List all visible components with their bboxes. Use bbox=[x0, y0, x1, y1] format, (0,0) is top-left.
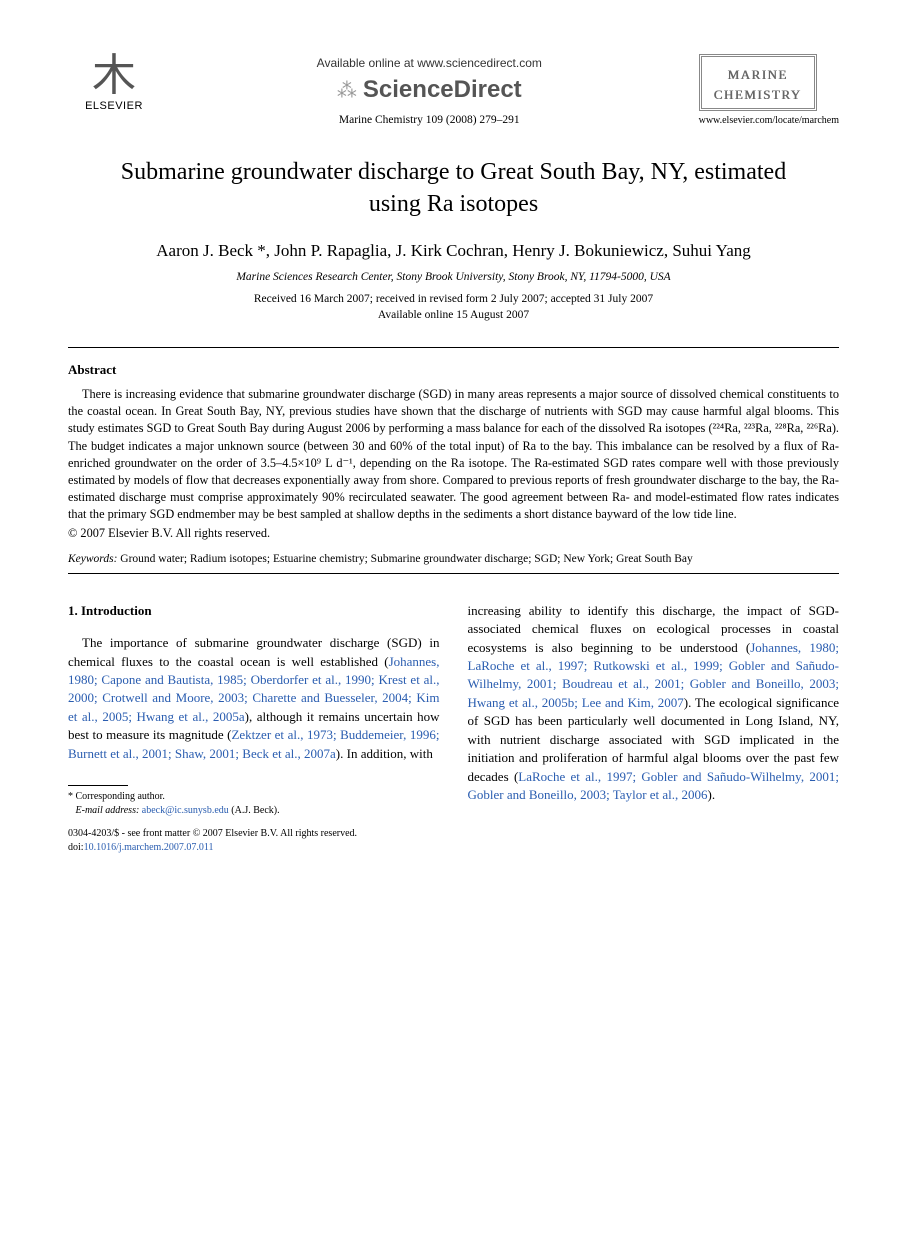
section-1-heading: 1. Introduction bbox=[68, 602, 440, 620]
article-dates: Received 16 March 2007; received in revi… bbox=[68, 291, 839, 323]
divider-top bbox=[68, 347, 839, 348]
abstract-body: There is increasing evidence that submar… bbox=[68, 386, 839, 524]
intro-para-right: increasing ability to identify this disc… bbox=[468, 602, 840, 805]
column-left: 1. Introduction The importance of submar… bbox=[68, 602, 440, 818]
email-line: E-mail address: abeck@ic.sunysb.edu (A.J… bbox=[68, 804, 440, 818]
journal-name-1: MARINE bbox=[706, 65, 810, 85]
intro-text-1: The importance of submarine groundwater … bbox=[68, 635, 440, 668]
email-attrib: (A.J. Beck). bbox=[229, 805, 280, 816]
citation-line: Marine Chemistry 109 (2008) 279–291 bbox=[160, 114, 699, 126]
doi-line: doi:10.1016/j.marchem.2007.07.011 bbox=[68, 841, 839, 855]
corresponding-author: * Corresponding author. bbox=[68, 790, 440, 804]
sciencedirect-wordmark: ScienceDirect bbox=[363, 76, 522, 104]
available-online-text: Available online at www.sciencedirect.co… bbox=[160, 56, 699, 70]
center-header: Available online at www.sciencedirect.co… bbox=[160, 54, 699, 126]
journal-url: www.elsevier.com/locate/marchem bbox=[699, 115, 839, 126]
front-matter-text: 0304-4203/$ - see front matter © 2007 El… bbox=[68, 827, 839, 841]
intro-text-3: ). In addition, with bbox=[336, 746, 433, 761]
article-title: Submarine groundwater discharge to Great… bbox=[108, 156, 799, 221]
keywords-label: Keywords: bbox=[68, 553, 117, 565]
elsevier-logo-block: ⽊ ELSEVIER bbox=[68, 54, 160, 112]
body-columns: 1. Introduction The importance of submar… bbox=[68, 602, 839, 818]
column-right: increasing ability to identify this disc… bbox=[468, 602, 840, 818]
email-label: E-mail address: bbox=[76, 805, 140, 816]
divider-bottom bbox=[68, 573, 839, 574]
dates-received: Received 16 March 2007; received in revi… bbox=[68, 291, 839, 307]
front-matter-line: 0304-4203/$ - see front matter © 2007 El… bbox=[68, 827, 839, 854]
affiliation: Marine Sciences Research Center, Stony B… bbox=[68, 271, 839, 283]
intro-para-left: The importance of submarine groundwater … bbox=[68, 634, 440, 763]
journal-header: ⽊ ELSEVIER Available online at www.scien… bbox=[68, 54, 839, 126]
refs-link-4[interactable]: LaRoche et al., 1997; Gobler and Sañudo-… bbox=[468, 769, 840, 802]
footnote-rule bbox=[68, 785, 128, 786]
author-list: Aaron J. Beck *, John P. Rapaglia, J. Ki… bbox=[68, 241, 839, 261]
elsevier-tree-icon: ⽊ bbox=[68, 54, 160, 98]
intro-text-r3: ). bbox=[708, 787, 716, 802]
doi-label: doi: bbox=[68, 842, 84, 853]
author-email[interactable]: abeck@ic.sunysb.edu bbox=[142, 805, 229, 816]
journal-cover-block: MARINE CHEMISTRY www.elsevier.com/locate… bbox=[699, 54, 839, 126]
journal-cover: MARINE CHEMISTRY bbox=[699, 54, 817, 111]
doi-link[interactable]: 10.1016/j.marchem.2007.07.011 bbox=[84, 842, 214, 853]
sciencedirect-icon: ⁂ bbox=[337, 78, 357, 103]
abstract-copyright: © 2007 Elsevier B.V. All rights reserved… bbox=[68, 526, 839, 541]
authors-text: Aaron J. Beck *, John P. Rapaglia, J. Ki… bbox=[156, 241, 750, 260]
sciencedirect-brand: ⁂ ScienceDirect bbox=[160, 76, 699, 104]
keywords-line: Keywords: Ground water; Radium isotopes;… bbox=[68, 553, 839, 565]
elsevier-label: ELSEVIER bbox=[68, 100, 160, 112]
footnote-zone: * Corresponding author. E-mail address: … bbox=[68, 785, 440, 817]
keywords-list: Ground water; Radium isotopes; Estuarine… bbox=[120, 553, 692, 565]
dates-online: Available online 15 August 2007 bbox=[68, 307, 839, 323]
journal-name-2: CHEMISTRY bbox=[706, 85, 810, 105]
abstract-heading: Abstract bbox=[68, 362, 839, 378]
